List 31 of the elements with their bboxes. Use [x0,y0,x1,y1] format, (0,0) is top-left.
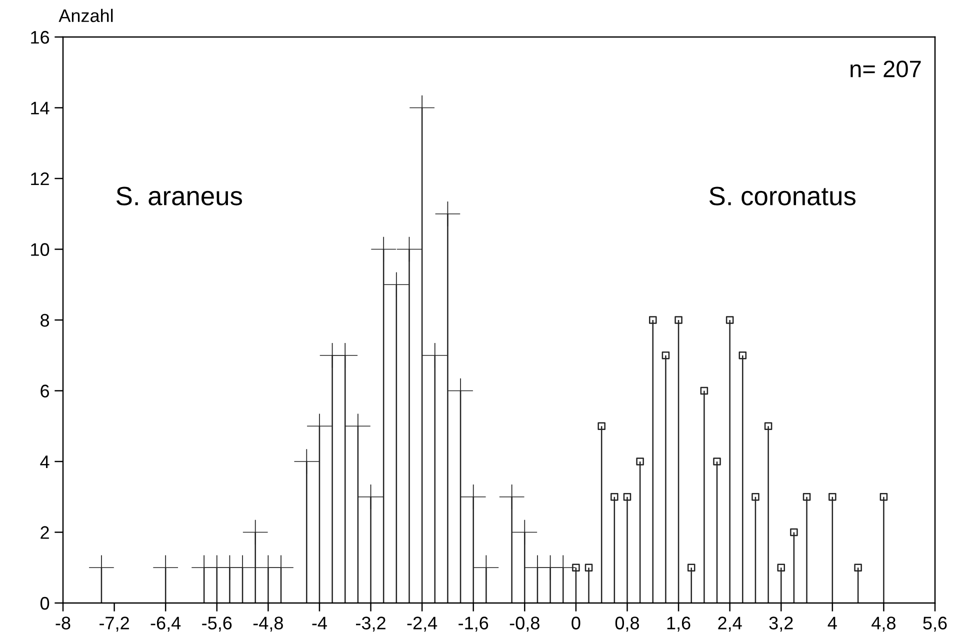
x-tick-label: -0,8 [510,616,540,632]
y-tick-label: 2 [40,526,49,539]
y-tick-label: 8 [40,314,50,327]
y-tick-label: 6 [40,384,50,398]
x-tick-label: -2,4 [407,616,438,632]
x-tick-label: 0,8 [615,616,639,632]
annotation: S. araneus [116,186,242,206]
x-tick-label: -6,4 [150,616,181,632]
x-tick-label: -8 [56,616,70,630]
x-tick-label: -5,6 [202,616,232,632]
x-tick-label: 0 [572,616,580,630]
y-tick-label: 14 [31,102,50,114]
y-tick-label: 4 [40,456,50,468]
y-tick-label: 12 [31,172,49,186]
y-axis-title: Anzahl [58,8,113,22]
x-tick-label: 4 [828,616,837,630]
x-tick-label: -3,2 [356,616,386,632]
x-tick-label: 1,6 [667,616,690,632]
x-tick-label: -4 [312,616,327,630]
x-tick-label: -1,6 [458,616,488,632]
annotation: S. coronatus [709,186,856,206]
x-tick-label: 2,4 [718,616,742,632]
annotation: n= 207 [850,60,921,78]
x-tick-label: -4,8 [253,616,283,632]
y-tick-label: 0 [40,596,50,610]
x-tick-label: 5,6 [923,616,947,632]
x-tick-label: -7,2 [100,616,129,632]
y-tick-label: 10 [31,243,50,256]
x-tick-label: 3,2 [769,616,793,632]
x-tick-label: 4,8 [872,616,896,632]
y-tick-label: 16 [31,30,50,44]
